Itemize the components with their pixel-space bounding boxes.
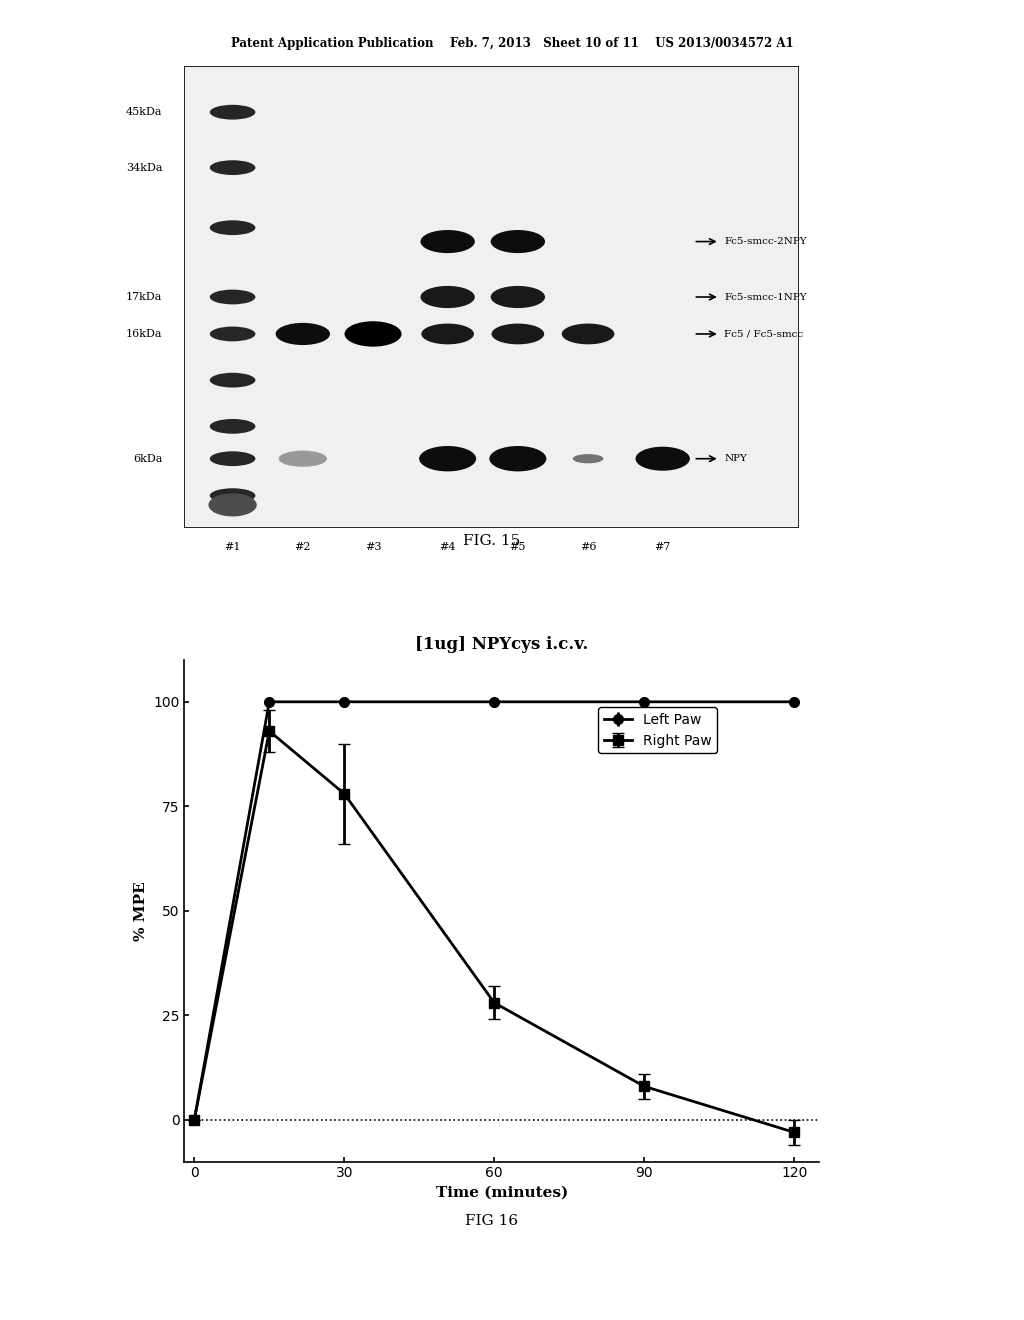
Text: FIG 16: FIG 16 <box>465 1214 518 1229</box>
Text: Fc5 / Fc5-smcc: Fc5 / Fc5-smcc <box>724 330 803 338</box>
Ellipse shape <box>489 446 547 471</box>
Ellipse shape <box>210 104 255 120</box>
Ellipse shape <box>421 323 474 345</box>
Ellipse shape <box>210 451 255 466</box>
Text: 34kDa: 34kDa <box>126 162 163 173</box>
Text: Fc5-smcc-2NPY: Fc5-smcc-2NPY <box>724 238 807 246</box>
Ellipse shape <box>490 230 545 253</box>
Ellipse shape <box>210 289 255 305</box>
Text: NPY: NPY <box>724 454 746 463</box>
Title: [1ug] NPYcys i.c.v.: [1ug] NPYcys i.c.v. <box>415 636 589 653</box>
Ellipse shape <box>210 160 255 176</box>
Text: #1: #1 <box>224 541 241 552</box>
Ellipse shape <box>419 446 476 471</box>
Text: #2: #2 <box>295 541 311 552</box>
Text: #4: #4 <box>439 541 456 552</box>
Ellipse shape <box>210 372 255 388</box>
Ellipse shape <box>210 220 255 235</box>
Ellipse shape <box>636 446 690 471</box>
Text: Fc5-smcc-1NPY: Fc5-smcc-1NPY <box>724 293 807 301</box>
X-axis label: Time (minutes): Time (minutes) <box>435 1185 568 1200</box>
Text: #6: #6 <box>580 541 596 552</box>
Ellipse shape <box>209 494 257 516</box>
Ellipse shape <box>572 454 603 463</box>
Text: 16kDa: 16kDa <box>126 329 163 339</box>
Legend: Left Paw, Right Paw: Left Paw, Right Paw <box>598 708 717 754</box>
Ellipse shape <box>421 286 475 308</box>
Ellipse shape <box>275 323 330 345</box>
Ellipse shape <box>562 323 614 345</box>
Ellipse shape <box>344 321 401 347</box>
Text: #5: #5 <box>510 541 526 552</box>
Text: #3: #3 <box>365 541 381 552</box>
Ellipse shape <box>210 326 255 342</box>
Bar <box>184 66 799 528</box>
Y-axis label: % MPE: % MPE <box>133 880 147 941</box>
Text: 17kDa: 17kDa <box>126 292 163 302</box>
Ellipse shape <box>492 323 544 345</box>
Ellipse shape <box>210 488 255 503</box>
Text: #7: #7 <box>654 541 671 552</box>
Ellipse shape <box>210 418 255 434</box>
Text: FIG. 15: FIG. 15 <box>463 533 520 548</box>
Text: 45kDa: 45kDa <box>126 107 163 117</box>
Ellipse shape <box>490 286 545 308</box>
Text: Patent Application Publication    Feb. 7, 2013   Sheet 10 of 11    US 2013/00345: Patent Application Publication Feb. 7, 2… <box>230 37 794 50</box>
Text: 6kDa: 6kDa <box>133 454 163 463</box>
Ellipse shape <box>421 230 475 253</box>
Ellipse shape <box>279 450 327 467</box>
